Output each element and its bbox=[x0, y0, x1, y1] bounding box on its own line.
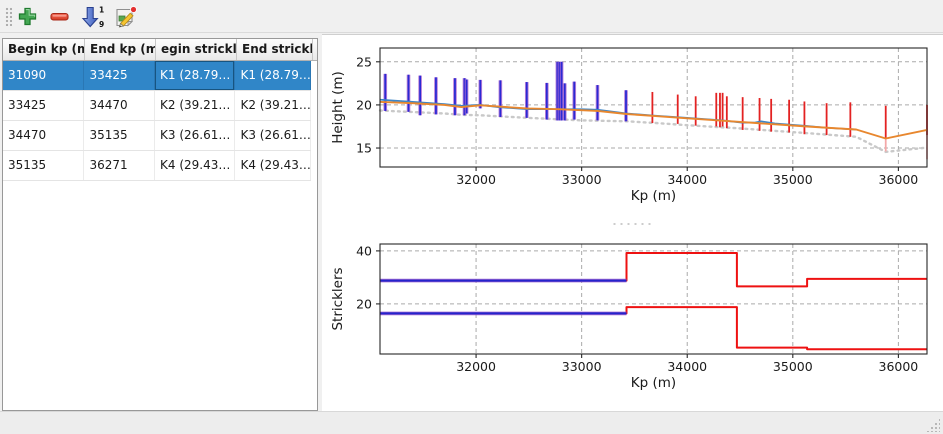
table-header-cell[interactable]: End kp (m) bbox=[85, 39, 156, 60]
table-body: 31090 33425 K1 (28.79… K1 (28.79… 33425 34470… bbox=[3, 61, 317, 181]
table-cell[interactable]: 34470 bbox=[84, 91, 156, 120]
chart-splitter-handle[interactable] bbox=[609, 221, 655, 225]
resize-grip-icon[interactable] bbox=[926, 418, 940, 432]
table-cell[interactable]: 33425 bbox=[3, 91, 85, 120]
svg-text:36000: 36000 bbox=[879, 359, 919, 374]
svg-text:Kp (m): Kp (m) bbox=[631, 188, 676, 204]
table-row[interactable]: 35135 36271 K4 (29.43… K4 (29.43… bbox=[3, 151, 311, 181]
table-cell[interactable]: 34470 bbox=[3, 121, 85, 150]
svg-text:9: 9 bbox=[99, 20, 104, 29]
remove-button[interactable] bbox=[46, 3, 73, 30]
table-cell[interactable]: 36271 bbox=[84, 151, 156, 180]
svg-text:Kp (m): Kp (m) bbox=[631, 375, 676, 391]
svg-text:35000: 35000 bbox=[773, 172, 813, 187]
table-cell[interactable]: K1 (28.79… bbox=[155, 61, 236, 90]
table-cell[interactable]: 35135 bbox=[3, 151, 85, 180]
svg-text:36000: 36000 bbox=[879, 172, 919, 187]
edit-button[interactable] bbox=[111, 3, 138, 30]
svg-text:33000: 33000 bbox=[562, 359, 602, 374]
table-cell[interactable]: K2 (39.21… bbox=[235, 91, 311, 120]
table-header-cell[interactable]: End strickler bbox=[237, 39, 313, 60]
svg-text:20: 20 bbox=[356, 296, 372, 311]
sort-numeric-down-icon: 1 9 bbox=[81, 6, 104, 29]
table-cell[interactable]: K2 (39.21… bbox=[155, 91, 236, 120]
sort-button[interactable]: 1 9 bbox=[79, 3, 106, 30]
table-row[interactable]: 31090 33425 K1 (28.79… K1 (28.79… bbox=[3, 61, 311, 91]
svg-text:34000: 34000 bbox=[667, 172, 707, 187]
svg-text:Height (m): Height (m) bbox=[330, 71, 346, 144]
add-button[interactable] bbox=[14, 3, 41, 30]
svg-text:35000: 35000 bbox=[773, 359, 813, 374]
table-cell[interactable]: K3 (26.61… bbox=[155, 121, 236, 150]
table-cell[interactable]: 33425 bbox=[84, 61, 156, 90]
svg-text:34000: 34000 bbox=[667, 359, 707, 374]
svg-text:15: 15 bbox=[356, 141, 372, 156]
svg-text:32000: 32000 bbox=[456, 172, 496, 187]
charts-panel: 32000 33000 34000 35000 36000 15 20 25 Kp (m) Hei… bbox=[322, 34, 943, 412]
table-row[interactable]: 34470 35135 K3 (26.61… K3 (26.61… bbox=[3, 121, 311, 151]
svg-text:Stricklers: Stricklers bbox=[330, 267, 346, 330]
table-cell[interactable]: K4 (29.43… bbox=[155, 151, 236, 180]
table-cell[interactable]: K3 (26.61… bbox=[235, 121, 311, 150]
plus-icon bbox=[18, 7, 37, 26]
table-row[interactable]: 33425 34470 K2 (39.21… K2 (39.21… bbox=[3, 91, 311, 121]
edit-pencil-icon bbox=[116, 6, 137, 28]
table-header-cell[interactable]: Begin kp (m) bbox=[3, 39, 85, 60]
table-header-cell[interactable]: egin strickle bbox=[156, 39, 237, 60]
svg-text:25: 25 bbox=[356, 54, 372, 69]
svg-text:32000: 32000 bbox=[456, 359, 496, 374]
minus-icon bbox=[50, 12, 69, 21]
table-cell[interactable]: K1 (28.79… bbox=[235, 61, 311, 90]
svg-text:33000: 33000 bbox=[562, 172, 602, 187]
svg-text:1: 1 bbox=[99, 6, 104, 15]
toolbar: 1 9 bbox=[0, 0, 943, 33]
svg-text:40: 40 bbox=[356, 243, 372, 258]
stricklers-chart: 32000 33000 34000 35000 36000 20 40 Kp (m) Stric… bbox=[330, 243, 928, 391]
table-cell[interactable]: 31090 bbox=[3, 61, 85, 90]
toolbar-drag-handle[interactable] bbox=[5, 7, 12, 26]
height-profile-chart: 32000 33000 34000 35000 36000 15 20 25 Kp (m) Hei… bbox=[330, 47, 929, 204]
svg-text:20: 20 bbox=[356, 97, 372, 112]
table-cell[interactable]: K4 (29.43… bbox=[235, 151, 311, 180]
status-bar bbox=[0, 411, 943, 434]
table-cell[interactable]: 35135 bbox=[84, 121, 156, 150]
